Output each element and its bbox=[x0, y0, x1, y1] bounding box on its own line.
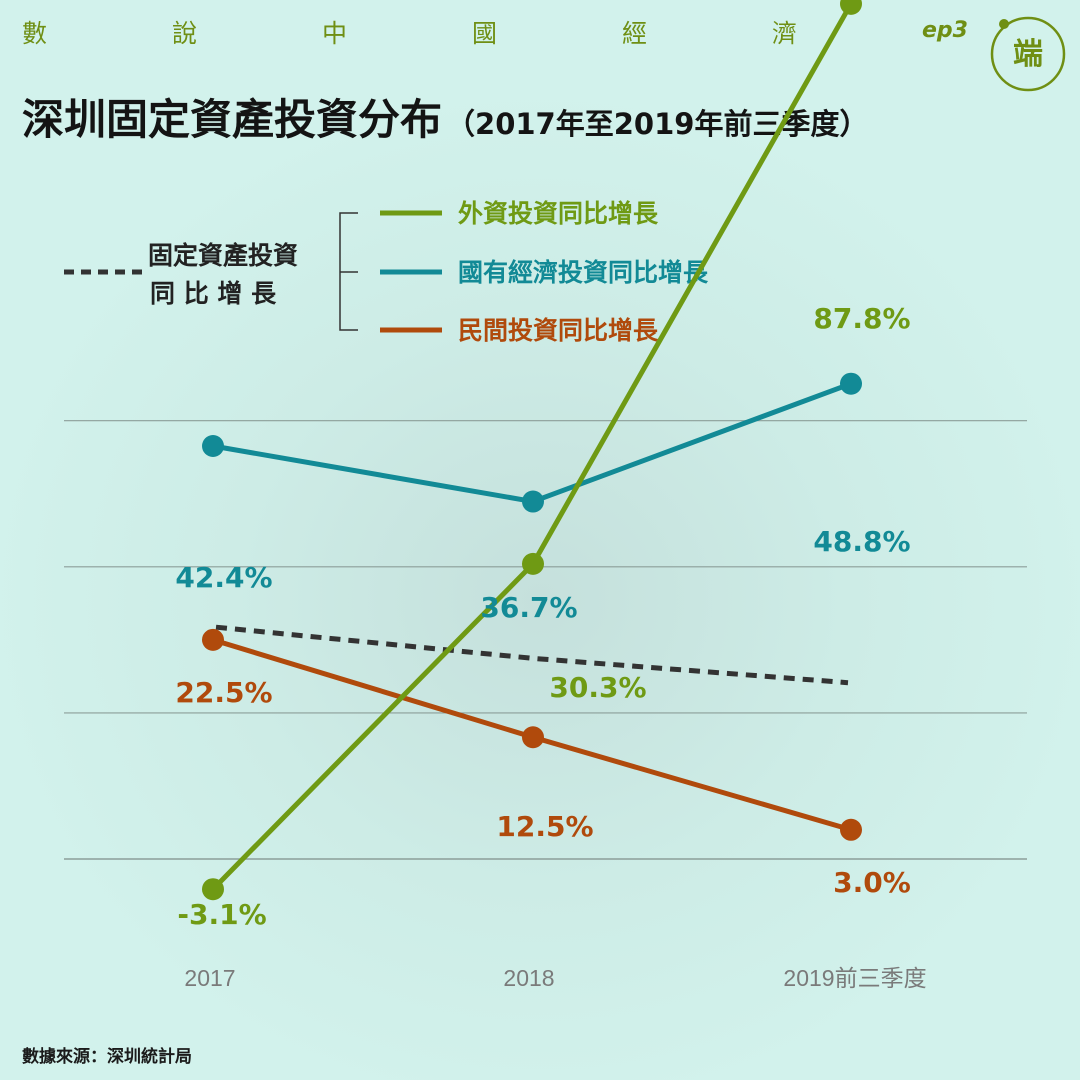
data-point-state bbox=[522, 490, 544, 513]
data-point-state bbox=[840, 372, 862, 395]
episode-label: ep3 bbox=[922, 18, 968, 43]
data-point-state bbox=[202, 435, 224, 458]
series-lines bbox=[211, 2, 854, 891]
data-label-private: 12.5% bbox=[496, 810, 593, 843]
series-line-foreign bbox=[211, 2, 854, 891]
series-title-char: 經 bbox=[622, 19, 648, 48]
series-title-char: 說 bbox=[172, 19, 198, 48]
x-axis-ticks: 2017 2018 2019前三季度 bbox=[184, 965, 926, 991]
legend-state-label: 國有經濟投資同比增長 bbox=[458, 258, 709, 287]
series-title-char: 數 bbox=[22, 19, 48, 48]
gridlines bbox=[64, 420, 1027, 860]
data-label-state: 42.4% bbox=[175, 561, 272, 594]
series-line-overall bbox=[215, 624, 849, 686]
data-point-private bbox=[522, 726, 544, 749]
x-tick-label: 2017 bbox=[184, 965, 235, 991]
title-subtitle: （2017年至2019年前三季度） bbox=[446, 107, 869, 141]
series-title-char: 中 bbox=[322, 19, 348, 48]
legend-overall-label-line1: 固定資產投資 bbox=[148, 241, 298, 270]
data-label-private: 22.5% bbox=[175, 676, 272, 709]
series-line-state bbox=[212, 381, 852, 505]
data-point-foreign bbox=[522, 552, 544, 575]
publisher-logo-icon: 端 bbox=[990, 16, 1066, 92]
legend: 固定資產投資 同 比 增 長 外資投資同比增長 國有經濟投資同比增長 民間投資同… bbox=[64, 199, 709, 345]
data-point-private bbox=[202, 628, 224, 651]
data-label-foreign: -3.1% bbox=[177, 898, 266, 931]
legend-bracket bbox=[339, 212, 358, 331]
data-label-foreign: 87.8% bbox=[813, 302, 910, 335]
data-label-foreign: 30.3% bbox=[549, 671, 646, 704]
data-point-foreign bbox=[202, 878, 224, 901]
logo-text: 端 bbox=[1013, 37, 1043, 72]
source-note: 數據來源：深圳統計局 bbox=[22, 1047, 192, 1067]
page-title: 深圳固定資產投資分布 （2017年至2019年前三季度） bbox=[22, 86, 868, 147]
series-header: 數說中國經濟 bbox=[0, 14, 1080, 54]
data-label-state: 36.7% bbox=[480, 591, 577, 624]
legend-overall-label-line2: 同 比 增 長 bbox=[150, 279, 277, 308]
data-label-private: 3.0% bbox=[833, 866, 911, 899]
data-point-private bbox=[840, 818, 862, 841]
legend-private-label: 民間投資同比增長 bbox=[458, 316, 659, 345]
data-point-foreign bbox=[840, 0, 862, 15]
title-main: 深圳固定資產投資分布 bbox=[22, 95, 443, 144]
x-tick-label: 2018 bbox=[503, 965, 554, 991]
data-label-state: 48.8% bbox=[813, 525, 910, 558]
series-points bbox=[202, 0, 862, 901]
series-title-char: 國 bbox=[472, 19, 498, 48]
legend-foreign-label: 外資投資同比增長 bbox=[458, 199, 659, 228]
data-labels: -3.1% 30.3% 87.8% 42.4% 36.7% 48.8% 22.5% 12.5%… bbox=[175, 302, 910, 931]
series-title-char: 濟 bbox=[772, 19, 798, 48]
x-tick-label: 2019前三季度 bbox=[783, 965, 926, 991]
